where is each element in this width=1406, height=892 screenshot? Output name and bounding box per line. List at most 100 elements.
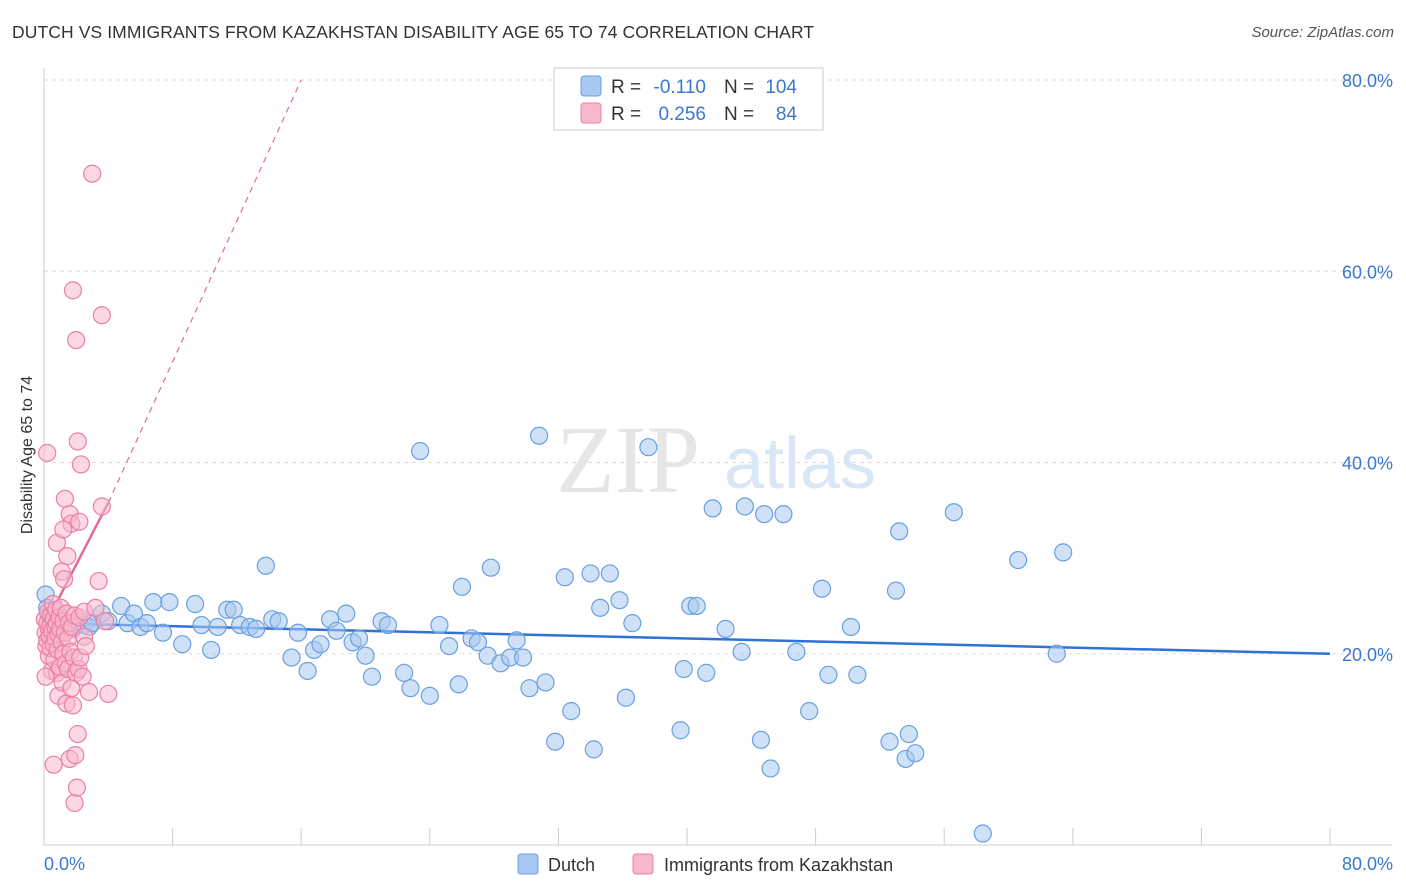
dutch-point (697, 663, 716, 682)
dutch-point (411, 441, 430, 461)
legend-dutch-n-label: N = (724, 77, 754, 98)
kazakhstan-trend-extension (107, 79, 302, 503)
kazakhstan-point (54, 520, 73, 539)
dutch-point (202, 640, 221, 660)
dutch-point (247, 619, 266, 638)
kazakhstan-point (65, 793, 84, 813)
legend-bottom-kaz-swatch (632, 853, 654, 875)
dutch-point (973, 824, 992, 843)
dutch-point (282, 648, 301, 667)
dutch-point (687, 596, 706, 616)
dutch-point (507, 631, 526, 650)
dutch-point (944, 503, 963, 522)
dutch-point (394, 663, 414, 682)
dutch-point (616, 688, 636, 707)
legend-kaz-r-label: R = (611, 104, 641, 125)
kazakhstan-point (92, 306, 111, 325)
kazakhstan-point (95, 612, 115, 631)
dutch-point (735, 497, 754, 516)
kazakhstan-point (54, 570, 74, 589)
legend-dutch-swatch (580, 75, 602, 97)
kazakhstan-point (79, 682, 99, 702)
dutch-point (208, 617, 227, 637)
dutch-point (546, 732, 565, 751)
dutch-point (761, 759, 780, 778)
chart-title: DUTCH VS IMMIGRANTS FROM KAZAKHSTAN DISA… (12, 22, 815, 42)
legend-dutch-r-value: -0.110 (654, 77, 706, 98)
dutch-point (520, 679, 539, 698)
dutch-point (452, 577, 472, 596)
dutch-point (513, 648, 533, 667)
dutch-point (327, 621, 346, 640)
dutch-point (674, 659, 693, 679)
kazakhstan-point (36, 667, 55, 686)
dutch-point (600, 564, 619, 583)
kazakhstan-point (92, 497, 111, 516)
dutch-point (880, 732, 899, 751)
dutch-point (298, 661, 317, 681)
legend-dutch-n-value: 104 (765, 77, 797, 98)
kazakhstan-points (35, 164, 118, 813)
dutch-point (192, 615, 211, 635)
kazakhstan-point (68, 432, 87, 451)
kazakhstan-point (70, 512, 89, 531)
dutch-point (378, 615, 398, 635)
legend-kaz-r-value: 0.256 (658, 104, 706, 125)
legend-bottom-kaz-label: Immigrants from Kazakhstan (664, 855, 893, 875)
dutch-point (812, 579, 832, 598)
kazakhstan-point (89, 571, 108, 591)
source-label: Source: ZipAtlas.com (1251, 24, 1394, 41)
dutch-point (481, 558, 500, 577)
dutch-point (716, 619, 735, 638)
dutch-point (1047, 644, 1066, 663)
tick-labels: 20.0% 40.0% 60.0% 80.0% 0.0% 80.0% (44, 71, 1393, 874)
legend-dutch-r-label: R = (611, 77, 641, 98)
dutch-point (841, 617, 861, 637)
dutch-point (144, 593, 163, 612)
dutch-point (224, 600, 243, 619)
dutch-point (899, 724, 918, 744)
dutch-point (584, 740, 603, 759)
dutch-point (848, 665, 867, 684)
dutch-point (751, 730, 771, 749)
dutch-point (186, 594, 205, 614)
y-tick-label: 40.0% (1342, 454, 1393, 474)
dutch-point (671, 721, 690, 740)
dutch-point (356, 646, 375, 665)
kazakhstan-point (76, 636, 95, 656)
dutch-point (787, 642, 806, 661)
kazakhstan-point (71, 455, 91, 474)
dutch-point (420, 686, 439, 705)
trend-lines (42, 79, 1331, 655)
dutch-point (623, 614, 642, 633)
dutch-point (468, 633, 488, 652)
dutch-point (890, 522, 909, 541)
kazakhstan-point (58, 547, 77, 566)
dutch-point (401, 679, 420, 698)
kazakhstan-point (66, 746, 85, 765)
dutch-point (430, 615, 449, 635)
kazakhstan-point (73, 667, 92, 686)
dutch-point (906, 744, 925, 763)
dutch-point (819, 665, 838, 684)
legend-kaz-n-value: 84 (776, 104, 798, 125)
kazakhstan-point (67, 778, 87, 797)
dutch-point (591, 598, 610, 617)
y-tick-label: 80.0% (1342, 71, 1393, 91)
y-tick-label: 20.0% (1342, 645, 1393, 665)
dutch-point (755, 505, 774, 524)
y-tick-label: 60.0% (1342, 262, 1393, 282)
kazakhstan-point (68, 724, 87, 744)
kazakhstan-point (86, 598, 105, 617)
dutch-point (555, 568, 574, 587)
dutch-point (439, 636, 459, 656)
dutch-point (732, 642, 751, 661)
dutch-point (269, 612, 288, 631)
kazakhstan-point (67, 331, 86, 350)
dutch-point (1054, 543, 1073, 562)
legend-bottom: Dutch Immigrants from Kazakhstan (517, 853, 893, 875)
dutch-point (173, 635, 192, 654)
axes (43, 68, 1392, 846)
y-axis-label: Disability Age 65 to 74 (19, 375, 36, 535)
